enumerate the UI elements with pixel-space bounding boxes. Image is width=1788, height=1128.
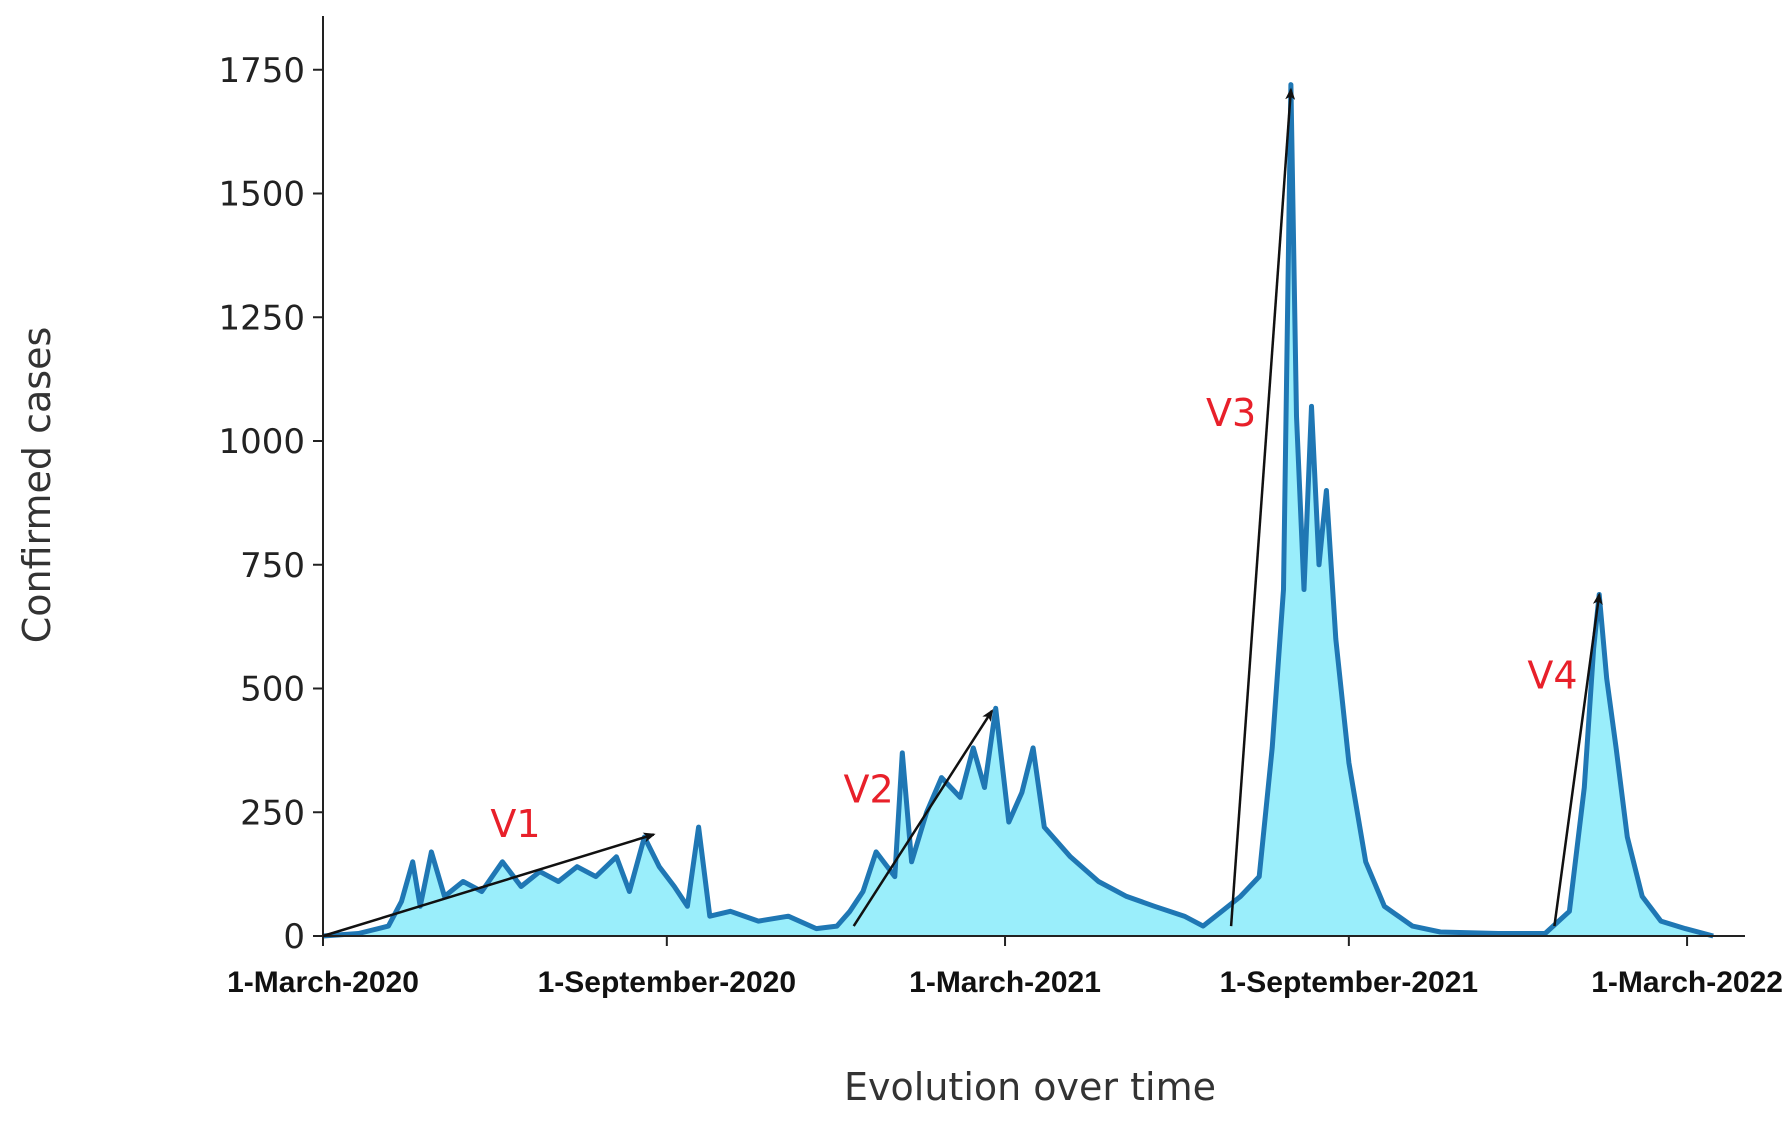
annotation-label: V4 (1527, 654, 1577, 698)
y-tick-label: 1000 (218, 422, 305, 462)
x-tick-label: 1-March-2022 (1591, 966, 1783, 999)
annotation-label: V2 (844, 767, 894, 811)
x-tick-label: 1-September-2021 (1220, 966, 1478, 999)
y-tick-label: 500 (240, 670, 305, 710)
series-line (322, 82, 1714, 939)
y-axis-label: Confirmed cases (15, 327, 59, 644)
annotation-arrow (1229, 87, 1296, 927)
y-tick-label: 750 (240, 546, 305, 586)
y-tick-label: 1500 (218, 175, 305, 215)
axes: 0 250 500 750 1000 1250 1500 1750 1-March-2020 1-… (218, 16, 1783, 999)
y-tick-label: 250 (240, 793, 305, 833)
x-tick-label: 1-March-2020 (227, 966, 419, 999)
x-tick-label: 1-March-2021 (909, 966, 1101, 999)
y-tick-label: 1750 (218, 51, 305, 91)
annotation-arrow (322, 832, 656, 938)
y-tick-label: 1250 (218, 298, 305, 338)
annotation-arrow (852, 709, 994, 927)
x-tick-label: 1-September-2020 (538, 966, 796, 999)
annotation-label: V1 (490, 802, 540, 846)
annotation-arrow (1553, 592, 1603, 927)
plot-area (322, 82, 1714, 939)
annotation-label: V3 (1206, 391, 1256, 435)
x-axis-label: Evolution over time (844, 1065, 1216, 1109)
annotations: V1 V2 V3 V4 (322, 87, 1603, 938)
y-tick-label: 0 (283, 917, 305, 957)
